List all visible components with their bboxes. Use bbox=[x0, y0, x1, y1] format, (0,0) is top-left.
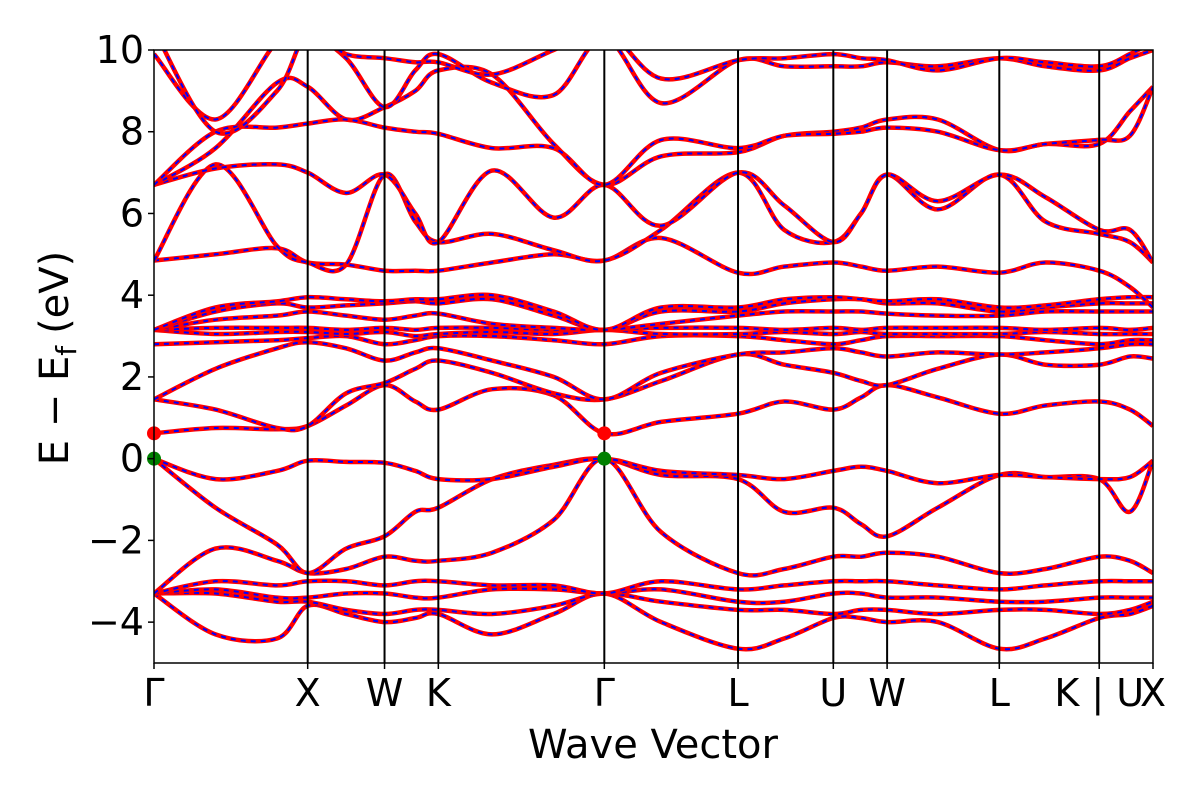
y-tick-label: −2 bbox=[88, 518, 144, 562]
bands bbox=[154, 50, 1153, 652]
band-line-dashed-12 bbox=[154, 326, 1153, 332]
svg-text:E − Ef(eV): E − Ef (eV) bbox=[32, 251, 83, 466]
y-tick-label: 8 bbox=[120, 110, 144, 154]
band-line-17 bbox=[154, 162, 1153, 274]
band-line-6 bbox=[154, 456, 1153, 486]
x-tick-label: K | U bbox=[1054, 671, 1144, 716]
x-tick-label: K bbox=[426, 671, 452, 715]
vbm-marker-1 bbox=[597, 451, 612, 466]
band-line-dashed-14 bbox=[154, 297, 1153, 331]
band-line-dashed-3 bbox=[154, 579, 1153, 595]
band-line-22 bbox=[161, 50, 1143, 136]
x-tick-label: W bbox=[366, 671, 404, 715]
x-tick-label: U bbox=[819, 671, 847, 715]
band-line-dashed-11 bbox=[154, 328, 1153, 338]
x-axis-title: Wave Vector bbox=[528, 722, 779, 768]
y-tick-label: −4 bbox=[88, 600, 144, 644]
y-tick-label: 4 bbox=[120, 273, 144, 317]
x-tick-label: Γ bbox=[143, 671, 164, 715]
high-symmetry-lines bbox=[306, 50, 1101, 663]
x-tick-label: L bbox=[727, 671, 748, 715]
x-tick-label: Γ bbox=[594, 671, 615, 715]
y-axis-title: E − Ef (eV) bbox=[32, 251, 83, 466]
band-line-7 bbox=[154, 382, 1153, 437]
y-axis-title-subscript: f bbox=[50, 345, 83, 356]
band-line-18 bbox=[154, 161, 1153, 264]
band-line-dashed-17 bbox=[154, 163, 1153, 273]
x-tick-label: W bbox=[868, 671, 906, 715]
y-axis-ticks: −4 −2 0 2 4 6 8 10 bbox=[88, 28, 154, 644]
band-line-dashed-9 bbox=[154, 341, 1153, 401]
band-line-9 bbox=[154, 339, 1153, 402]
plot-area bbox=[147, 49, 1154, 664]
y-tick-label: 6 bbox=[120, 191, 144, 235]
x-tick-label: L bbox=[989, 671, 1010, 715]
band-line-16 bbox=[154, 235, 1153, 310]
band-line-dashed-2 bbox=[154, 587, 1153, 604]
band-line-dashed-22 bbox=[163, 50, 1141, 135]
band-line-dashed-19 bbox=[154, 65, 1153, 186]
band-line-dashed-20 bbox=[154, 86, 1153, 186]
y-tick-label: 10 bbox=[96, 28, 144, 72]
band-line-dashed-8 bbox=[154, 353, 1153, 432]
band-line-dashed-1 bbox=[154, 591, 1153, 616]
band-line-dashed-0 bbox=[154, 592, 1153, 651]
extrema-markers bbox=[147, 426, 612, 466]
band-line-dashed-13 bbox=[154, 310, 1153, 332]
y-axis-title-main: E − E bbox=[32, 356, 78, 466]
band-line-dashed-18 bbox=[154, 163, 1153, 264]
band-line-dashed-6 bbox=[154, 457, 1153, 485]
y-tick-label: 2 bbox=[120, 355, 144, 399]
x-tick-label: X bbox=[1140, 671, 1166, 715]
y-tick-label: 0 bbox=[120, 437, 144, 481]
band-line-dashed-15 bbox=[154, 293, 1153, 331]
y-axis-title-unit: (eV) bbox=[32, 251, 78, 334]
plot-frame bbox=[153, 49, 1154, 664]
cbm-marker-3 bbox=[597, 426, 612, 441]
band-line-dashed-4 bbox=[154, 457, 1153, 595]
band-line-8 bbox=[154, 351, 1153, 433]
x-tick-label: X bbox=[295, 671, 321, 715]
